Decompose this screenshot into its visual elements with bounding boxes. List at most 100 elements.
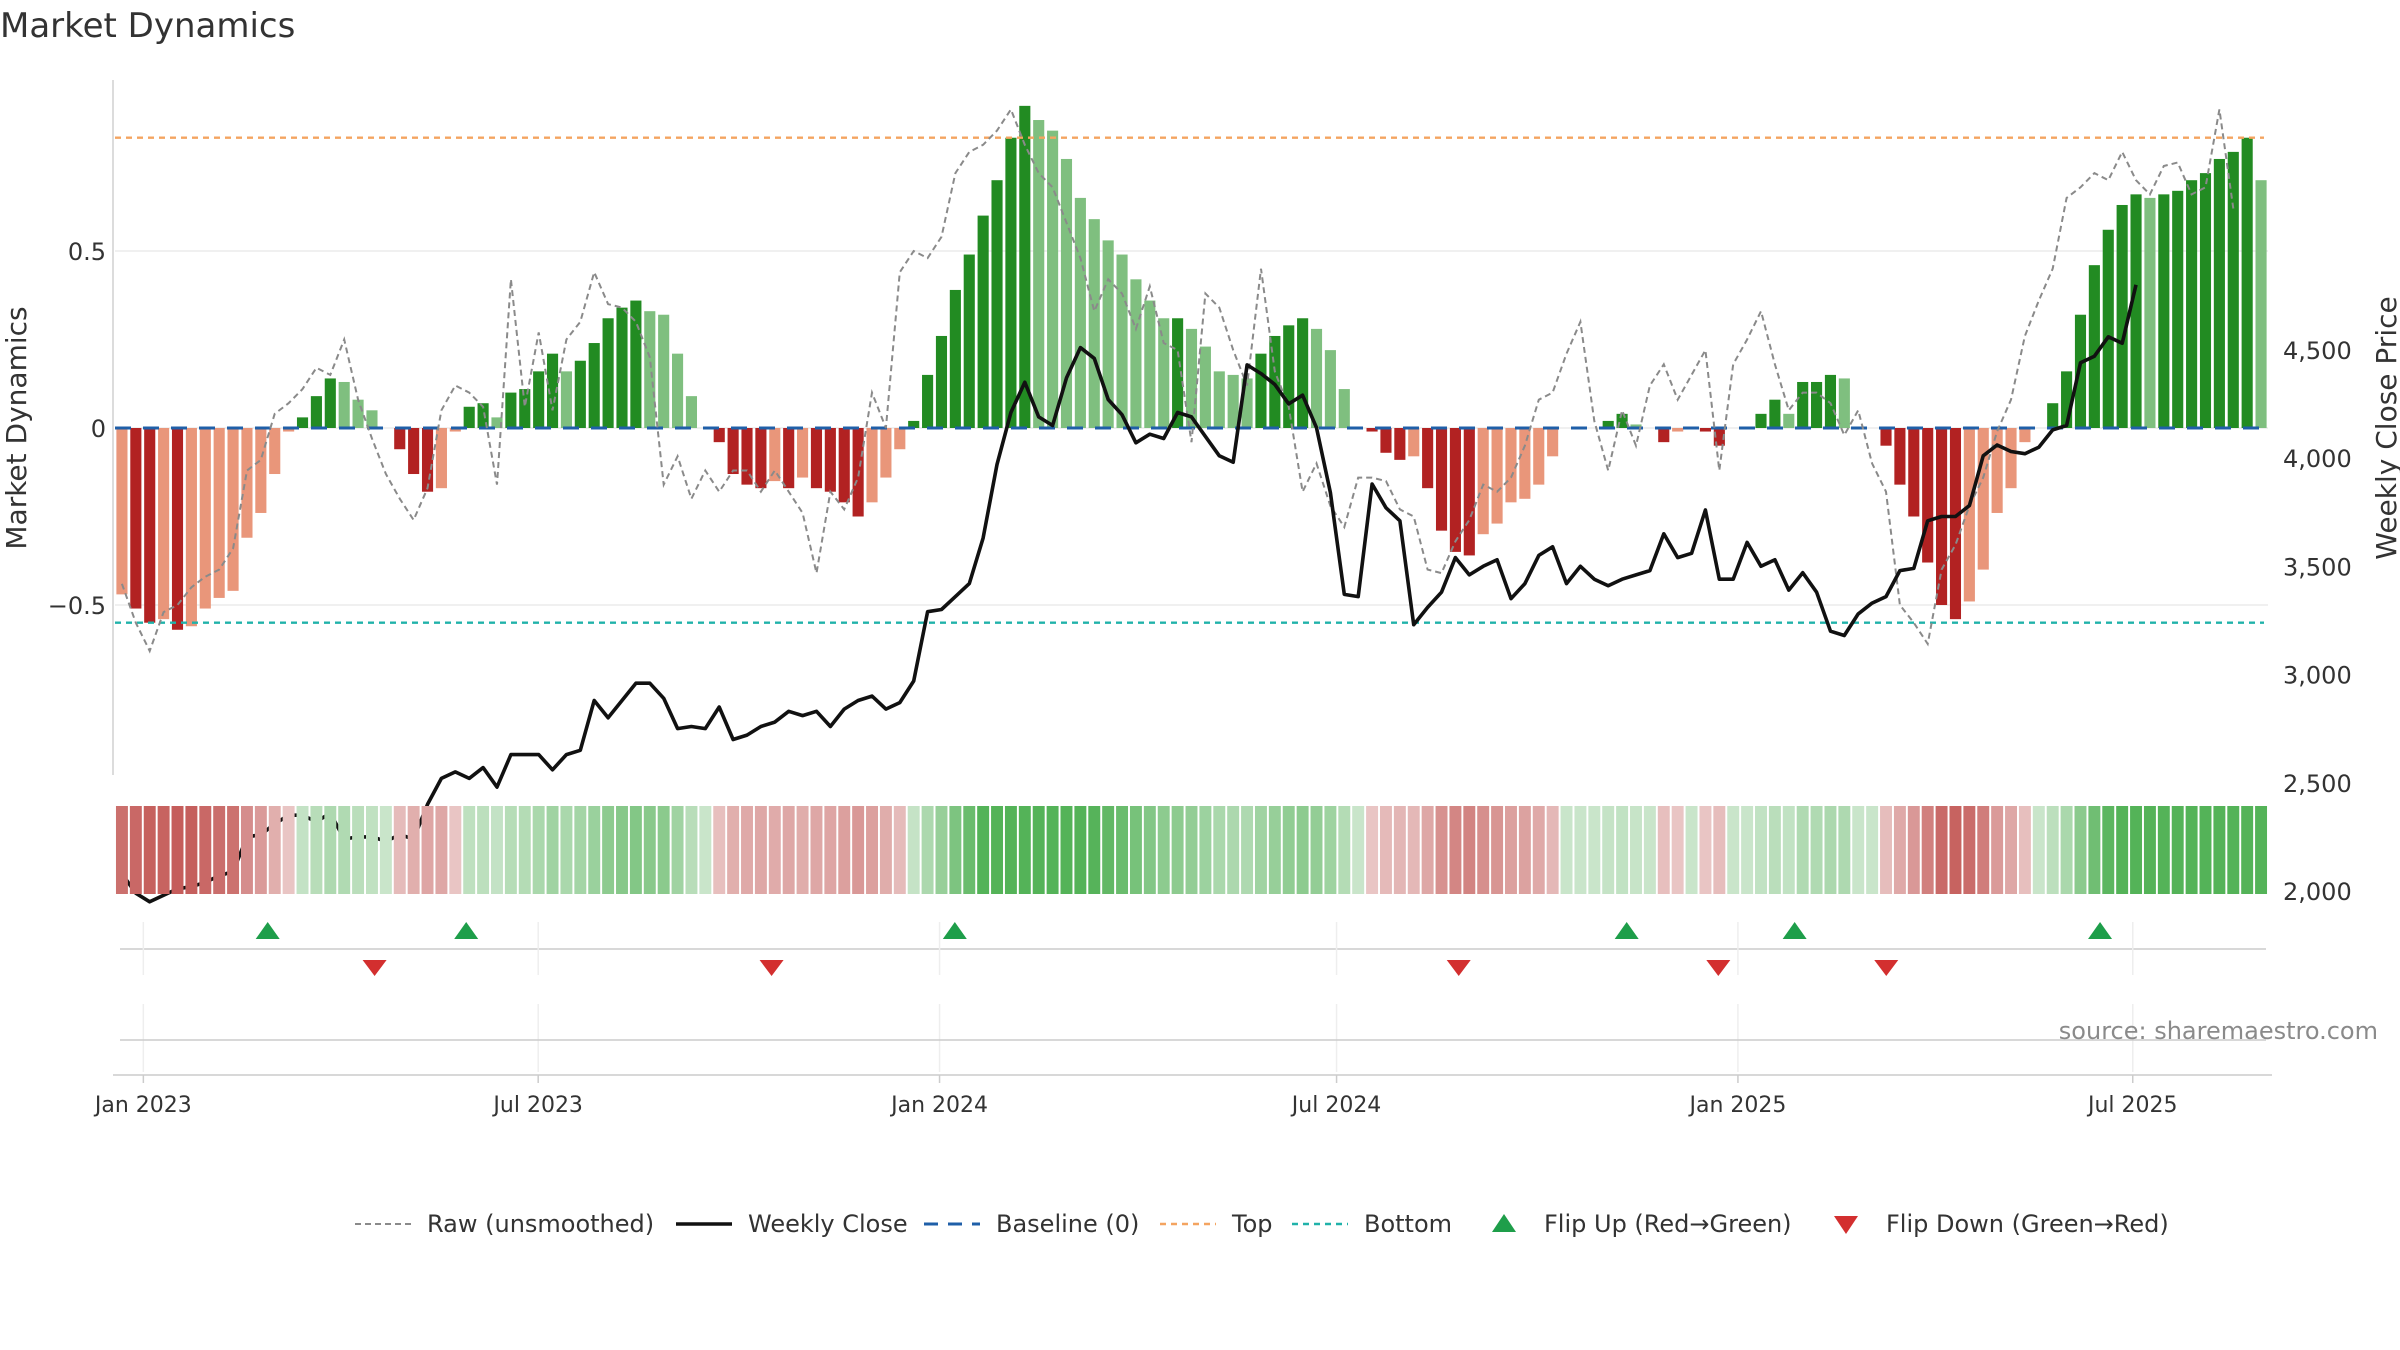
heat-cell (1616, 806, 1629, 894)
heat-cell (2255, 806, 2268, 894)
x-tick-labels: Jan 2023 Jul 2023 Jan 2024 Jul 2024 Jan 2025… (93, 1075, 2178, 1118)
dynamics-bar (477, 403, 489, 428)
dynamics-bar (227, 428, 239, 591)
heat-cell (282, 806, 295, 894)
heat-cell (741, 806, 753, 894)
heat-cell (1685, 806, 1698, 894)
dynamics-bar (171, 428, 184, 630)
heat-cell (810, 806, 823, 894)
heat-cell (449, 806, 462, 894)
dynamics-bar (755, 428, 767, 489)
dynamics-bar (1422, 428, 1434, 489)
dynamics-bar (144, 428, 156, 623)
dynamics-bar (616, 307, 628, 428)
dynamics-bar (213, 428, 225, 598)
heat-cell (1407, 806, 1420, 894)
flip-down-marker (362, 960, 387, 976)
flip-down-marker (1446, 960, 1471, 976)
dynamics-bar (1519, 428, 1531, 499)
dynamics-bar (1005, 137, 1017, 428)
dynamics-bar (991, 180, 1003, 428)
dynamics-bar (672, 353, 684, 428)
dynamics-bar (922, 374, 934, 428)
dynamics-bar (1019, 105, 1031, 429)
dynamics-bar (2047, 403, 2059, 428)
heat-cell (1213, 806, 1226, 894)
legend-label: Raw (unsmoothed) (427, 1210, 654, 1238)
heat-cell (2074, 806, 2087, 894)
heat-cell (1810, 806, 1823, 894)
heat-cell (907, 806, 920, 894)
dynamics-bar (421, 428, 434, 492)
dynamics-bar (866, 428, 878, 503)
x-tick-label: Jul 2024 (1290, 1093, 1382, 1118)
dynamics-bar (1213, 371, 1225, 428)
heat-cell (1768, 806, 1781, 894)
heat-cell (143, 806, 156, 894)
dynamics-bar (1449, 428, 1461, 552)
dynamics-bar (352, 399, 364, 428)
heat-cell (546, 806, 559, 894)
legend-label: Top (1231, 1210, 1273, 1238)
dynamics-bar (2074, 314, 2087, 428)
heat-cell (1991, 806, 2004, 894)
heat-cell (1116, 806, 1129, 894)
heat-cell (1560, 806, 1573, 894)
reference-levels (115, 136, 2264, 624)
dynamics-bar (2005, 428, 2017, 489)
heat-cell (1129, 806, 1142, 894)
heat-cell (2185, 806, 2198, 894)
heat-cell (1505, 806, 1517, 894)
dynamics-bar (505, 392, 517, 428)
dynamics-bar (1616, 413, 1628, 428)
heat-cell (657, 806, 670, 894)
heat-cell (1296, 806, 1309, 894)
heat-cell (199, 806, 212, 894)
heat-cell (213, 806, 226, 894)
dynamics-bar (130, 428, 142, 609)
flip-up-marker (1782, 922, 1807, 939)
dynamics-bar (1838, 378, 1850, 428)
dynamics-bar (1227, 374, 1239, 428)
dynamics-bar (116, 428, 128, 595)
dynamics-bar (1672, 428, 1684, 432)
heat-cell (1310, 806, 1323, 894)
heat-cell (1574, 806, 1587, 894)
heat-cell (1199, 806, 1212, 894)
flip-down-marker (1874, 960, 1899, 976)
heat-cell (1643, 806, 1656, 894)
heat-cell (477, 806, 490, 894)
dynamics-bar (1922, 428, 1934, 563)
heat-cell (616, 806, 628, 894)
chart-title: Market Dynamics (0, 6, 296, 46)
dynamics-bar (630, 300, 642, 428)
dynamics-bar (1894, 428, 1906, 485)
heat-cell (2032, 806, 2045, 894)
heat-cell (504, 806, 517, 894)
heat-cell (1699, 806, 1712, 894)
dynamics-bar (185, 428, 197, 627)
heat-cell (1671, 806, 1684, 894)
heat-cell (2046, 806, 2059, 894)
dynamics-bar (658, 314, 670, 428)
dynamics-bar (908, 420, 920, 428)
heat-cell (1782, 806, 1795, 894)
flip-down-marker (1706, 960, 1731, 976)
heat-cell (1713, 806, 1726, 894)
dynamics-bar (1394, 428, 1406, 460)
dynamics-bar (1144, 300, 1156, 428)
dynamics-bar (1949, 428, 1962, 620)
heat-cell (727, 806, 740, 894)
dynamics-bar (644, 311, 656, 428)
dynamics-bar (1658, 428, 1670, 443)
heat-cell (713, 806, 726, 894)
legend-label: Flip Down (Green→Red) (1886, 1210, 2169, 1238)
dynamics-bar (1783, 413, 1795, 428)
dynamics-bar (1547, 428, 1559, 457)
heat-cell (935, 806, 948, 894)
heat-cell (2143, 806, 2156, 894)
dynamics-bar (713, 428, 725, 443)
dynamics-bar (949, 289, 961, 428)
legend-label: Bottom (1364, 1210, 1452, 1238)
heat-cell (866, 806, 878, 894)
